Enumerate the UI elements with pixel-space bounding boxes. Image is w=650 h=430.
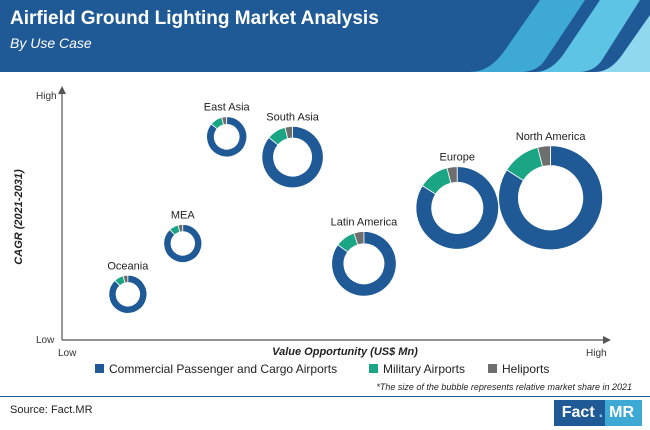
- bubble-north-america: North America: [498, 131, 603, 251]
- legend-label-heliports: Heliports: [502, 362, 549, 376]
- bubble-label-south-asia: South Asia: [266, 111, 319, 123]
- bubble-label-north-america: North America: [516, 131, 587, 143]
- legend-swatch-commercial: [95, 364, 104, 373]
- legend-label-commercial: Commercial Passenger and Cargo Airports: [109, 362, 337, 376]
- x-axis-arrow: [603, 336, 611, 344]
- logo-fact-text: Fact: [553, 400, 599, 426]
- bubble-east-asia: East Asia: [204, 102, 251, 158]
- x-tick-low: Low: [58, 348, 77, 359]
- bubble-latin-america: Latin America: [331, 216, 399, 297]
- legend: Commercial Passenger and Cargo Airports …: [95, 362, 549, 376]
- header-stripe-2: [535, 0, 640, 72]
- bubble-south-asia: South Asia: [261, 111, 324, 189]
- y-tick-high: High: [36, 91, 57, 102]
- donut-segment-latin-america-commercial: [331, 231, 397, 297]
- factmr-logo: Fact . MR: [553, 400, 642, 426]
- bubble-label-latin-america: Latin America: [331, 216, 399, 228]
- source-credit: Source: Fact.MR: [10, 404, 93, 416]
- page-title: Airfield Ground Lighting Market Analysis: [10, 8, 379, 29]
- header-banner: Airfield Ground Lighting Market Analysis…: [0, 0, 650, 72]
- donut-segment-oceania-commercial: [108, 274, 148, 314]
- y-axis-arrow: [58, 86, 66, 94]
- donut-segment-europe-commercial: [415, 166, 500, 250]
- donut-segment-south-asia-commercial: [261, 126, 324, 189]
- header-background: [0, 0, 650, 72]
- header-stripe-1: [470, 0, 585, 72]
- bubble-layer: Oceania MEA East Asia South Asia Latin Ameri…: [107, 102, 603, 314]
- donut-segment-north-america-commercial: [498, 145, 603, 251]
- donut-segment-mea-commercial: [163, 224, 203, 263]
- bubble-mea: MEA: [163, 209, 203, 263]
- logo-dot-text: .: [598, 400, 606, 426]
- donut-segment-east-asia-commercial: [206, 116, 248, 158]
- bubble-label-europe: Europe: [440, 152, 475, 164]
- legend-swatch-military: [369, 364, 378, 373]
- bubble-label-oceania: Oceania: [107, 260, 149, 272]
- x-axis-label: Value Opportunity (US$ Mn): [272, 346, 418, 358]
- bubble-label-mea: MEA: [171, 209, 196, 221]
- bubble-oceania: Oceania: [107, 260, 149, 314]
- bubble-chart: High Low Low High Value Opportunity (US$…: [13, 86, 632, 392]
- page-subtitle: By Use Case: [10, 35, 92, 51]
- header-stripe-3: [595, 15, 650, 72]
- bubble-label-east-asia: East Asia: [204, 102, 251, 114]
- chart-footnote: *The size of the bubble represents relat…: [376, 382, 632, 392]
- legend-label-military: Military Airports: [383, 362, 465, 376]
- bubble-europe: Europe: [415, 152, 500, 250]
- y-axis-label: CAGR (2021-2031): [13, 169, 25, 265]
- y-tick-low: Low: [36, 335, 55, 346]
- logo-mr-text: MR: [605, 400, 642, 426]
- x-tick-high: High: [586, 348, 607, 359]
- legend-swatch-heliports: [488, 364, 497, 373]
- footer-divider: [0, 396, 650, 397]
